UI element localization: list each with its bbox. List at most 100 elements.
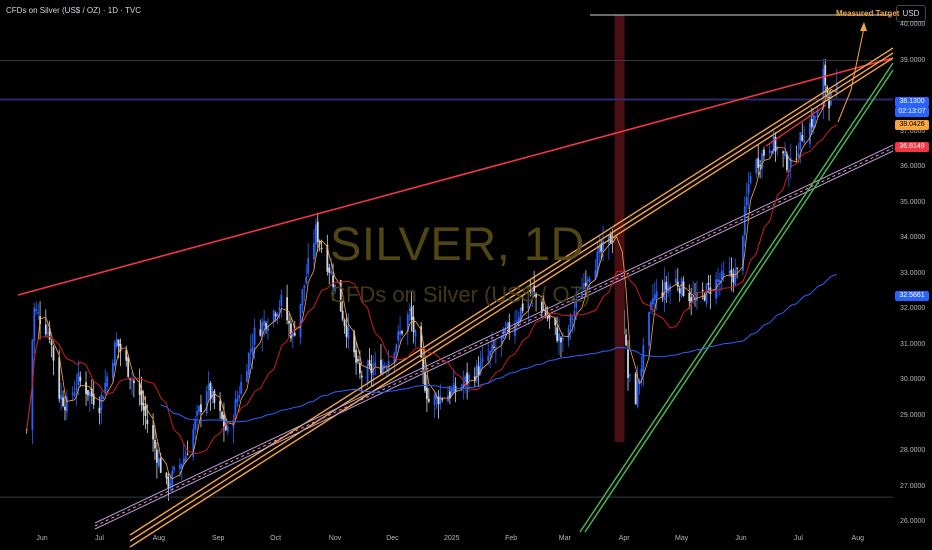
- candle-body: [192, 429, 195, 457]
- candle-body: [305, 276, 308, 284]
- candle-body: [360, 375, 363, 378]
- candle-body: [366, 364, 369, 382]
- arrow-head-icon: [860, 22, 867, 31]
- candle-body: [397, 331, 400, 341]
- time-tick: Jul: [94, 535, 104, 542]
- candle-body: [263, 320, 266, 326]
- candle-body: [736, 267, 739, 269]
- candle-body: [334, 284, 336, 292]
- candle-body: [770, 150, 773, 154]
- candle-body: [253, 327, 256, 345]
- channel-upper-line-1[interactable]: [129, 47, 894, 536]
- channel-upper-line-3[interactable]: [129, 57, 894, 548]
- candle-body: [154, 439, 156, 449]
- support-trendline-1[interactable]: [579, 62, 894, 533]
- channel-upper-line-2[interactable]: [129, 52, 894, 542]
- candle-body: [157, 458, 160, 466]
- candle-body: [383, 365, 386, 368]
- chart-header: CFDs on Silver (US$ / OZ) · 1D · TVC: [6, 6, 141, 15]
- candle-body: [226, 426, 229, 432]
- candle-body: [776, 147, 779, 151]
- time-tick: Nov: [328, 535, 342, 542]
- candle-body: [648, 311, 650, 346]
- candle-body: [307, 258, 310, 274]
- candle-body: [787, 169, 790, 172]
- candle-body: [301, 289, 304, 306]
- currency-button[interactable]: USD: [896, 5, 926, 22]
- candle-body: [705, 284, 708, 304]
- candle-body: [650, 302, 652, 310]
- candle-body: [62, 397, 64, 406]
- candle-body: [211, 391, 214, 399]
- candle-body: [757, 158, 760, 168]
- candle-body: [596, 251, 599, 275]
- candle-body: [613, 236, 616, 239]
- candle-body: [755, 159, 758, 174]
- candle-body: [722, 273, 725, 276]
- candle-body: [401, 331, 403, 334]
- price-tick: 28.0000: [900, 447, 926, 454]
- candle-body: [353, 331, 356, 353]
- channel-median-line-1[interactable]: [94, 144, 894, 524]
- candle-body: [502, 328, 505, 339]
- candle-body: [98, 407, 101, 414]
- candle-body: [627, 349, 629, 378]
- candle-body: [44, 324, 47, 335]
- candle-body: [426, 387, 428, 400]
- candle-body: [772, 136, 775, 151]
- price-tick: 39.0000: [900, 56, 926, 64]
- time-tick: Oct: [270, 535, 282, 542]
- candle-body: [651, 298, 654, 305]
- candle-body: [516, 320, 518, 323]
- candle-body: [674, 278, 677, 284]
- channel-median-line-2[interactable]: [94, 150, 894, 530]
- candle-body: [224, 423, 227, 430]
- candle-body: [35, 309, 38, 312]
- wedge-top-trendline[interactable]: [17, 57, 894, 296]
- candle-body: [140, 390, 143, 405]
- candle-body: [261, 322, 264, 337]
- candle-body: [152, 425, 154, 440]
- candle-body: [600, 243, 603, 252]
- candle-body: [575, 298, 578, 308]
- candle-body: [221, 411, 223, 419]
- time-tick: May: [674, 535, 689, 542]
- candle-body: [678, 288, 681, 294]
- candle-body: [156, 449, 158, 463]
- candle-body: [573, 311, 576, 317]
- candle-body: [441, 399, 444, 401]
- candle-body: [276, 313, 279, 318]
- candle-body: [408, 308, 411, 311]
- candle-body: [801, 134, 804, 141]
- candle-body: [395, 344, 398, 354]
- candle-body: [111, 362, 114, 378]
- candle-body: [52, 346, 55, 361]
- candle-body: [117, 339, 120, 347]
- channel-median-dashed: [94, 147, 894, 527]
- price-tick: 29.0000: [900, 411, 926, 419]
- candle-body: [743, 206, 746, 235]
- candle-body: [326, 244, 329, 272]
- candle-body: [487, 355, 490, 361]
- candle-body: [381, 364, 384, 374]
- candle-body: [422, 359, 424, 370]
- candle-body: [345, 325, 348, 337]
- candle-body: [73, 392, 76, 396]
- candle-body: [288, 320, 290, 324]
- candle-body: [198, 406, 200, 412]
- candle-body: [640, 368, 643, 377]
- candle-body: [795, 158, 798, 160]
- candle-body: [372, 368, 375, 375]
- candle-body: [636, 381, 639, 407]
- candle-body: [448, 391, 451, 398]
- candle-body: [692, 296, 694, 301]
- candle-body: [173, 466, 176, 471]
- candle-body: [540, 298, 543, 313]
- candle-body: [598, 246, 601, 253]
- time-tick: Jun: [735, 535, 747, 542]
- support-trendline-2[interactable]: [584, 69, 894, 533]
- recent-wedge-line[interactable]: [765, 104, 827, 147]
- candle-body: [357, 359, 359, 362]
- candle-body: [634, 373, 637, 404]
